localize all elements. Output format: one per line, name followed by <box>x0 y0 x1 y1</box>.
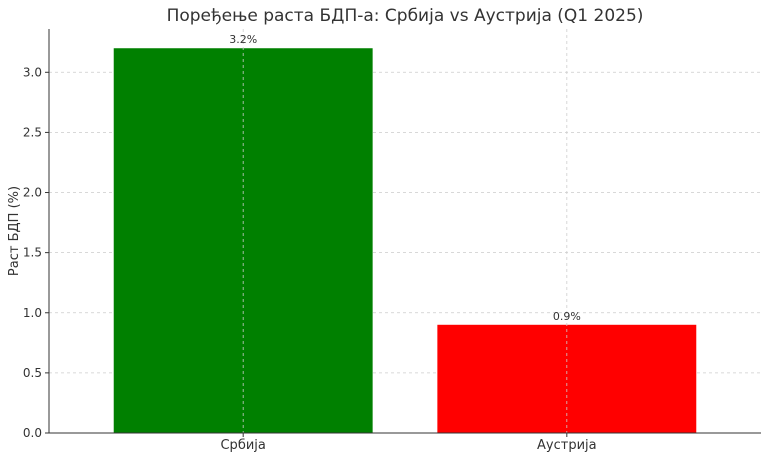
chart-title: Поређење раста БДП-а: Србија vs Аустрија… <box>167 6 644 26</box>
y-tick-label: 3.0 <box>23 65 42 79</box>
axes-layer <box>45 29 761 437</box>
y-axis-label: Раст БДП (%) <box>7 186 22 276</box>
bar-data-label: 3.2% <box>229 33 257 46</box>
labels-layer: 0.0 0.5 1.0 1.5 2.0 2.5 3.0 Србија 3.2% Аустрија 0… <box>23 33 597 453</box>
y-tick-label: 0.5 <box>23 366 42 380</box>
x-tick-label: Аустрија <box>537 438 597 453</box>
vertical-grid-layer <box>242 29 568 433</box>
y-tick-label: 2.0 <box>23 186 42 200</box>
y-tick-label: 0.0 <box>23 426 42 440</box>
x-tick-label: Србија <box>220 438 265 453</box>
bar-data-label: 0.9% <box>553 310 581 323</box>
bars-layer <box>113 48 697 433</box>
y-tick-label: 1.5 <box>23 246 42 260</box>
y-tick-label: 1.0 <box>23 306 42 320</box>
y-tick-label: 2.5 <box>23 125 42 139</box>
